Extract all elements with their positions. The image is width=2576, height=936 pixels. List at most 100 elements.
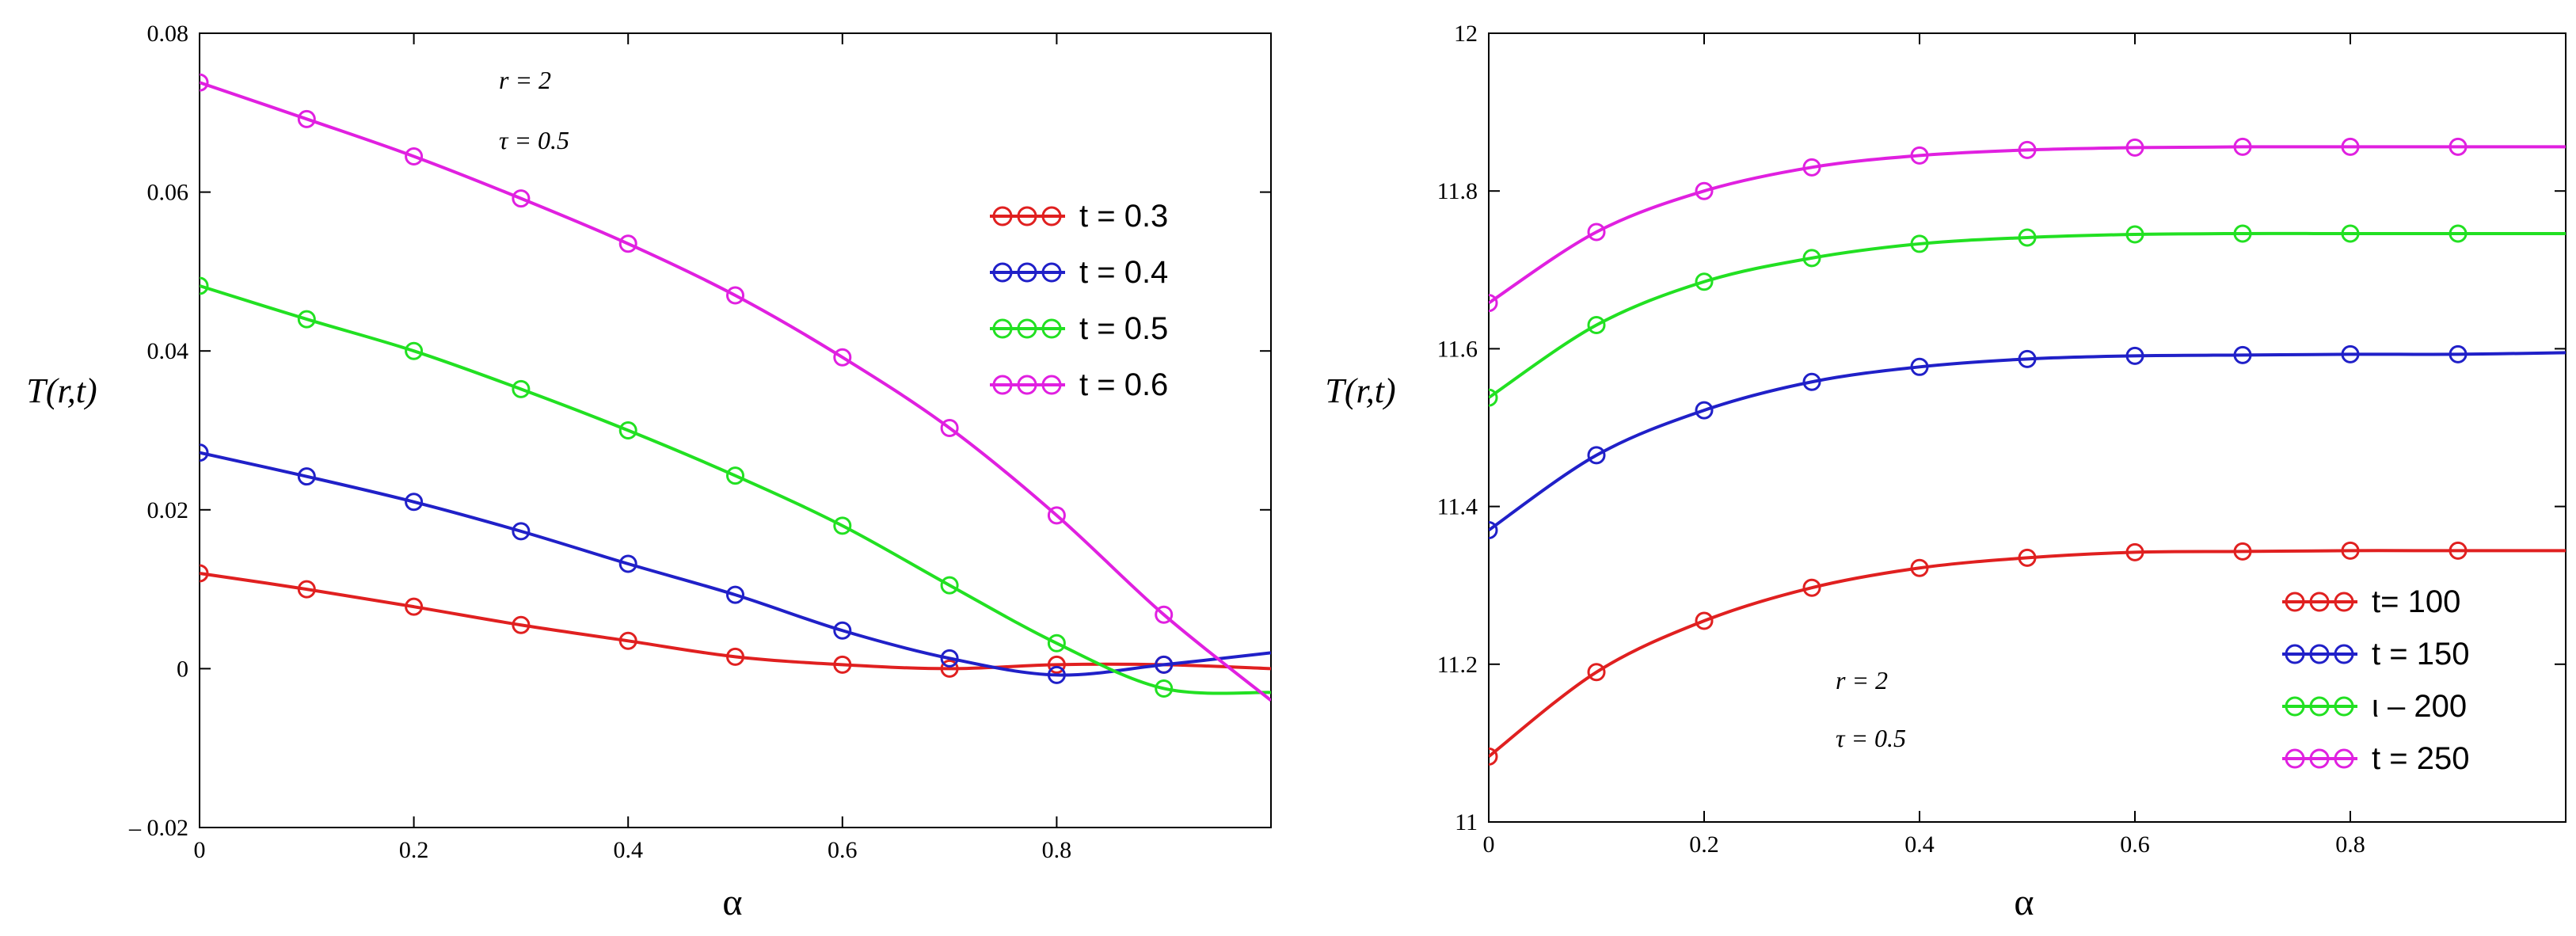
data-point — [1802, 578, 1821, 597]
legend-item: t = 0.5 — [990, 311, 1168, 346]
chart-1: 0 0.2 0.4 0.6 0.8– 0.0200.020.040.060.08T(r,… — [26, 21, 1272, 923]
data-point — [512, 522, 531, 541]
data-point — [2125, 542, 2144, 561]
data-point — [940, 659, 959, 678]
legend-label: ι – 200 — [2372, 689, 2467, 724]
data-point — [200, 276, 209, 295]
legend-marker — [1017, 262, 1037, 283]
y-axis-label: T(r,t) — [26, 371, 97, 410]
data-point — [2341, 344, 2360, 363]
data-point — [726, 585, 744, 604]
data-point — [1489, 747, 1498, 766]
data-point — [297, 467, 316, 486]
legend: t = 0.3 t = 0.4 t = 0.5 t = 0.6 — [990, 199, 1168, 402]
series-line — [1489, 231, 2566, 399]
legend-item: t = 0.6 — [990, 367, 1168, 402]
legend-marker — [2334, 592, 2354, 612]
data-point — [2341, 224, 2360, 243]
legend-marker — [992, 262, 1013, 283]
data-point — [1695, 401, 1714, 420]
data-point — [297, 580, 316, 599]
legend-marker — [1017, 318, 1037, 339]
data-point — [1155, 605, 1174, 624]
x-tick-label: 0.6 — [828, 837, 858, 863]
series-1 — [200, 564, 1271, 678]
data-point — [618, 631, 637, 650]
plot-frame — [1488, 32, 2566, 823]
data-point — [1695, 272, 1714, 291]
y-tick-label: 11.6 — [1437, 336, 1478, 362]
data-point — [726, 647, 744, 666]
annotation-tau: τ = 0.5 — [1836, 724, 1906, 752]
data-point — [297, 109, 316, 128]
data-point — [1047, 665, 1066, 684]
data-point — [2233, 542, 2252, 561]
data-point — [618, 554, 637, 573]
legend-label: t = 0.5 — [1079, 311, 1168, 346]
data-point — [2018, 140, 2037, 159]
legend-label: t= 100 — [2372, 584, 2460, 619]
data-point — [833, 516, 852, 535]
data-point — [2018, 228, 2037, 247]
data-point — [1489, 388, 1498, 407]
y-tick-label: 0.02 — [147, 497, 189, 523]
data-point — [833, 655, 852, 674]
plot-frame — [199, 32, 1272, 828]
data-point — [1910, 357, 1929, 376]
data-point — [405, 146, 424, 166]
data-point — [512, 189, 531, 208]
data-point — [2449, 224, 2468, 243]
legend-marker — [2309, 748, 2330, 769]
legend-marker — [1041, 318, 1062, 339]
y-tick-label: 0.08 — [147, 21, 189, 47]
annotation-r: r = 2 — [1836, 666, 1888, 694]
data-point — [2341, 541, 2360, 560]
x-tick-label: 0.8 — [1042, 837, 1072, 863]
data-point — [297, 310, 316, 329]
x-tick-label: 0.8 — [2335, 831, 2365, 858]
series-line — [200, 284, 1271, 695]
x-tick-label: 0 — [194, 837, 206, 863]
data-point — [2449, 137, 2468, 156]
data-point — [200, 564, 209, 583]
y-tick-label: 11.8 — [1437, 178, 1478, 204]
legend-marker — [2285, 592, 2305, 612]
legend-item: t = 150 — [2282, 637, 2469, 672]
legend-marker — [1041, 206, 1062, 226]
legend-marker — [2285, 748, 2305, 769]
data-point — [2449, 344, 2468, 363]
data-point — [2125, 138, 2144, 157]
data-point — [726, 286, 744, 305]
data-point — [2341, 137, 2360, 156]
data-point — [940, 418, 959, 437]
annotation-r: r = 2 — [499, 66, 551, 94]
data-point — [940, 649, 959, 668]
data-point — [1489, 520, 1498, 539]
data-point — [1587, 316, 1606, 335]
legend-label: t = 0.6 — [1079, 367, 1168, 402]
series-line — [200, 81, 1271, 702]
series-3 — [200, 276, 1271, 698]
series-2 — [1489, 344, 2566, 539]
data-point — [1587, 663, 1606, 682]
data-point — [2233, 224, 2252, 243]
data-point — [2018, 548, 2037, 567]
y-tick-label: 0.06 — [147, 180, 189, 206]
series-4 — [200, 73, 1271, 702]
legend-marker — [992, 375, 1013, 395]
legend-marker — [1041, 375, 1062, 395]
y-tick-label: – 0.02 — [128, 815, 188, 841]
data-point — [2125, 225, 2144, 244]
legend-label: t = 0.4 — [1079, 255, 1168, 290]
legend-marker — [2309, 696, 2330, 717]
data-point — [1910, 558, 1929, 577]
data-point — [1695, 181, 1714, 200]
legend-marker — [2334, 644, 2354, 664]
legend-item: t = 0.3 — [990, 199, 1168, 234]
legend-marker — [1017, 206, 1037, 226]
series-line — [1489, 549, 2566, 758]
data-point — [618, 234, 637, 253]
y-tick-label: 11 — [1455, 809, 1478, 835]
data-point — [512, 615, 531, 634]
data-point — [1802, 249, 1821, 268]
